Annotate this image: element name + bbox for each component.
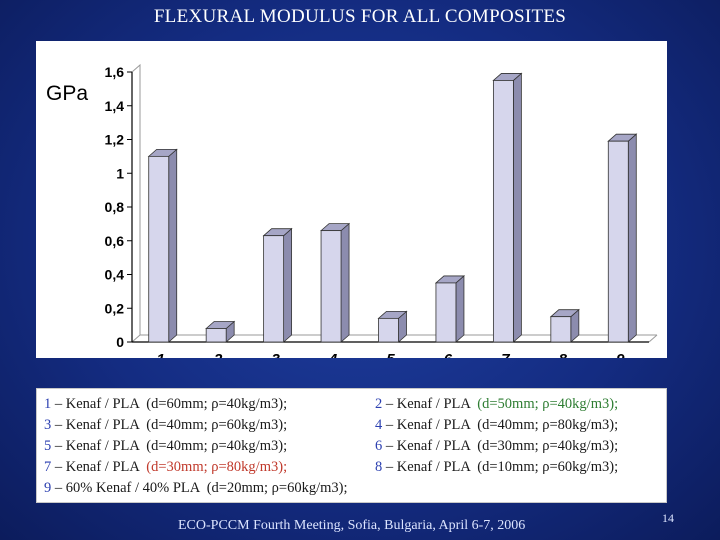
legend-material: – Kenaf / PLA (51, 459, 147, 475)
legend-spec: (d=60mm; ρ=40kg/m3); (146, 396, 288, 412)
chart-panel: 0 0,2 0,4 0,6 0,8 1 1,2 1,4 1,6 GPa 1 2 3 4 5 6 7 8 9 (36, 41, 667, 368)
floor-edge-right (648, 334, 658, 343)
legend-material: – Kenaf / PLA (51, 417, 147, 433)
bar (550, 316, 572, 343)
y-tick-label: 0,8 (105, 199, 125, 215)
legend-material: – 60% Kenaf / 40% PLA (51, 480, 207, 496)
y-tick-label: 1 (116, 165, 124, 181)
bar-side (283, 227, 293, 343)
bar-side (168, 148, 178, 343)
back-wall (131, 63, 657, 336)
legend-entry: 4 – Kenaf / PLA (d=40mm; ρ=80kg/m3); (375, 417, 618, 434)
legend-panel: 1 – Kenaf / PLA (d=60mm; ρ=40kg/m3); 3 – … (36, 388, 667, 503)
legend-number: 5 (44, 438, 52, 454)
bar (148, 155, 170, 343)
x-tick-label: 9 (616, 351, 625, 358)
legend-material: – Kenaf / PLA (382, 459, 478, 475)
legend-number: 2 (375, 396, 383, 412)
legend-spec: (d=40mm; ρ=80kg/m3); (477, 417, 619, 433)
legend-material: – Kenaf / PLA (382, 396, 478, 412)
legend-spec: (d=30mm; ρ=80kg/m3); (146, 459, 288, 475)
legend-entry: 2 – Kenaf / PLA (d=50mm; ρ=40kg/m3); (375, 396, 618, 413)
bar (378, 317, 399, 343)
legend-number: 3 (44, 417, 52, 433)
legend-material: – Kenaf / PLA (51, 396, 147, 412)
y-tick-label: 1,6 (105, 64, 125, 80)
legend-entry: 5 – Kenaf / PLA (d=40mm; ρ=40kg/m3); (44, 438, 287, 455)
bar (607, 140, 629, 343)
legend-material: – Kenaf / PLA (382, 417, 478, 433)
bar (205, 328, 227, 343)
bar (263, 235, 285, 343)
y-tick-label: 0,2 (105, 300, 125, 316)
x-tick-label: 3 (271, 351, 280, 358)
legend-spec: (d=40mm; ρ=60kg/m3); (146, 417, 288, 433)
legend-number: 8 (375, 459, 383, 475)
x-tick-label: 1 (157, 351, 165, 358)
legend-spec: (d=20mm; ρ=60kg/m3); (206, 480, 348, 496)
bar-side (627, 133, 637, 343)
x-tick-label: 5 (386, 351, 395, 358)
y-tick-label: 1,4 (105, 98, 125, 114)
footer-text: ECO-PCCM Fourth Meeting, Sofia, Bulgaria… (178, 518, 526, 533)
bar (435, 282, 457, 343)
floor-edge (131, 334, 141, 343)
x-tick-label: 8 (559, 351, 568, 358)
bar-chart: 0 0,2 0,4 0,6 0,8 1 1,2 1,4 1,6 GPa 1 2 3 4 5 6 7 8 9 (46, 63, 658, 368)
legend-number: 6 (375, 438, 383, 454)
legend-material: – Kenaf / PLA (382, 438, 478, 454)
legend-spec: (d=40mm; ρ=40kg/m3); (146, 438, 288, 454)
page-number: 14 (662, 511, 674, 525)
legend-spec: (d=30mm; ρ=40kg/m3); (477, 438, 619, 454)
legend-entry: 3 – Kenaf / PLA (d=40mm; ρ=60kg/m3); (44, 417, 287, 434)
slide-title: FLEXURAL MODULUS FOR ALL COMPOSITES (153, 6, 567, 27)
x-tick-label: 7 (501, 351, 510, 358)
legend-spec: (d=50mm; ρ=40kg/m3); (477, 396, 619, 412)
y-tick-label: 1,2 (105, 132, 125, 148)
y-tick-label: 0,6 (105, 233, 125, 249)
x-tick-label: 6 (444, 351, 453, 358)
legend-number: 4 (375, 417, 383, 433)
y-tick-label: 0,4 (105, 267, 125, 283)
legend-entry: 6 – Kenaf / PLA (d=30mm; ρ=40kg/m3); (375, 438, 618, 455)
legend-entry: 9 – 60% Kenaf / 40% PLA (d=20mm; ρ=60kg/… (44, 480, 348, 497)
legend-spec: (d=10mm; ρ=60kg/m3); (477, 459, 619, 475)
y-tick-label: 0 (116, 334, 124, 350)
legend-entry: 7 – Kenaf / PLA (d=30mm; ρ=80kg/m3); (44, 459, 287, 476)
legend-material: – Kenaf / PLA (51, 438, 147, 454)
bar-side (340, 222, 350, 343)
legend-entry: 1 – Kenaf / PLA (d=60mm; ρ=40kg/m3); (44, 396, 287, 413)
legend-entry: 8 – Kenaf / PLA (d=10mm; ρ=60kg/m3); (375, 459, 618, 476)
bar (320, 230, 342, 343)
legend-number: 9 (44, 480, 52, 496)
y-axis-label: GPa (46, 82, 88, 105)
legend-number: 7 (44, 459, 52, 475)
bar-side (455, 275, 465, 343)
x-tick-label: 2 (213, 351, 223, 358)
bar-side (512, 72, 522, 343)
x-tick-label: 4 (328, 351, 338, 358)
bar (492, 80, 514, 343)
legend-number: 1 (44, 396, 52, 412)
